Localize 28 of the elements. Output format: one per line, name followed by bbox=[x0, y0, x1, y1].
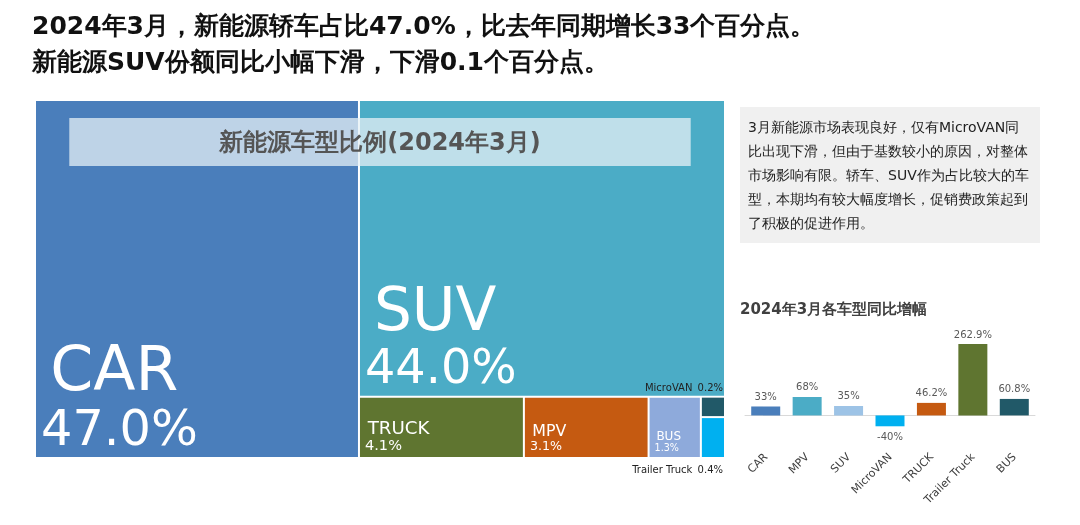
data-label: 0.4% bbox=[697, 463, 723, 475]
data-label: 60.8% bbox=[998, 383, 1031, 395]
text: 3月新能源市场表现良好，仅有MicroVAN同比出现下滑，但由于基数较小的原因，对整体市场影响有限。轿车、SUV作为占比较大的车型，本期均有较大幅度增长，促销费政策起到了积极的促进作用。 bbox=[748, 118, 1030, 233]
bar bbox=[999, 398, 1029, 416]
data-label: -40% bbox=[877, 430, 903, 442]
data-label: 262.9% bbox=[953, 328, 992, 340]
data-label: 33% bbox=[754, 390, 777, 402]
category-label: MPV bbox=[532, 421, 567, 441]
data-label: 1.3% bbox=[654, 441, 679, 453]
text: 新能源SUV份额同比小幅下滑，下滑0.1个百分点。 bbox=[32, 46, 610, 78]
data-label: 4.1% bbox=[364, 436, 403, 453]
data-label: 0.2% bbox=[697, 382, 723, 394]
bar bbox=[792, 396, 822, 416]
bar bbox=[875, 415, 905, 427]
data-label: 35% bbox=[837, 390, 860, 402]
data-label: 68% bbox=[796, 381, 819, 393]
data-label: 46.2% bbox=[915, 387, 948, 399]
text: 新能源车型比例(2024年3月) bbox=[218, 128, 541, 156]
category-label: MicroVAN bbox=[644, 382, 693, 394]
category-label: TRUCK bbox=[366, 417, 431, 439]
bar bbox=[834, 405, 864, 416]
bar bbox=[958, 344, 988, 416]
bar bbox=[751, 406, 781, 416]
text: 2024年3月，新能源轿车占比47.0%，比去年同期增长33个百分点。 bbox=[32, 10, 817, 42]
category-label: BUS bbox=[656, 428, 682, 443]
chart-title: 2024年3月各车型同比增幅 bbox=[740, 299, 928, 318]
data-label: 3.1% bbox=[529, 438, 563, 453]
bar bbox=[916, 402, 946, 416]
